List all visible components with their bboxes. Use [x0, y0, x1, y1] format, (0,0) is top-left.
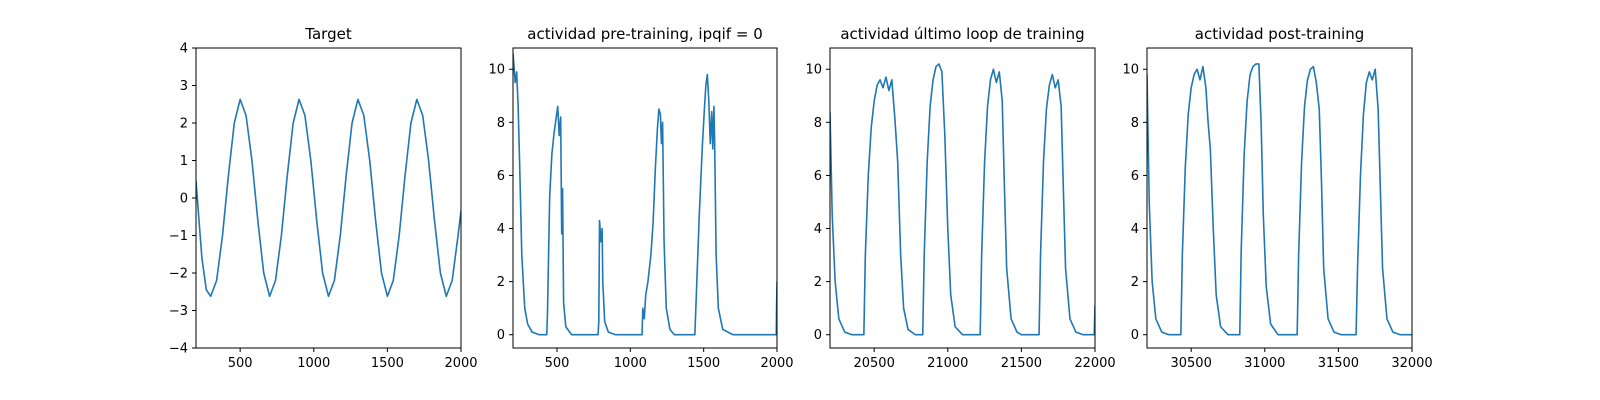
y-tick-label: 4: [814, 222, 822, 237]
y-tick-label: 6: [814, 169, 822, 184]
y-tick-label: 0: [180, 192, 188, 207]
plot-frame: [1146, 47, 1413, 349]
y-tick-label: 10: [805, 63, 822, 78]
x-tick-label: 2000: [444, 356, 477, 371]
chart-panel-2: 500 1000 1500 2000 0 2 4 6 8 10 actividad pre-trai…: [488, 25, 793, 371]
y-tick-label: 8: [497, 116, 505, 131]
y-tick-label: −3: [169, 304, 188, 319]
y-tick-label: −4: [169, 342, 188, 357]
chart-panel-3: 20500 21000 21500 22000 0 2 4 6 8 10 actividad últ…: [805, 25, 1115, 371]
y-tick-label: 4: [180, 42, 188, 57]
y-tick-label: 10: [1122, 63, 1139, 78]
x-tick-label: 32000: [1391, 356, 1432, 371]
chart-title: actividad pre-training, ipqif = 0: [527, 25, 763, 43]
x-tick-label: 2000: [760, 356, 793, 371]
x-tick-label: 31000: [1244, 356, 1285, 371]
x-tick-label: 21000: [927, 356, 968, 371]
y-tick-label: 0: [497, 328, 505, 343]
x-tick-label: 31500: [1318, 356, 1359, 371]
y-tick-label: 6: [1131, 169, 1139, 184]
x-tick-label: 21500: [1001, 356, 1042, 371]
series-line: [513, 53, 777, 336]
x-tick-label: 1500: [371, 356, 404, 371]
y-tick-label: 8: [814, 116, 822, 131]
y-tick-label: 2: [814, 275, 822, 290]
chart-title: Target: [304, 25, 352, 43]
x-tick-label: 1000: [614, 356, 647, 371]
series-line: [830, 63, 1095, 336]
plot-frame: [829, 47, 1096, 349]
chart-title: actividad post-training: [1195, 25, 1364, 43]
chart-panel-1: 500 1000 1500 2000 −4 −3 −2 −1 0 1 2 3 4 Target: [169, 25, 478, 371]
x-tick-label: 1500: [687, 356, 720, 371]
y-tick-label: 2: [180, 117, 188, 132]
plot-frame: [512, 47, 778, 349]
x-tick-label: 22000: [1074, 356, 1115, 371]
series-line: [1147, 63, 1412, 336]
x-tick-label: 20500: [853, 356, 894, 371]
y-tick-label: 8: [1131, 116, 1139, 131]
y-tick-label: 4: [497, 222, 505, 237]
y-tick-label: 6: [497, 169, 505, 184]
y-tick-label: 1: [180, 154, 188, 169]
chart-title: actividad último loop de training: [840, 25, 1084, 43]
y-tick-label: 2: [1131, 275, 1139, 290]
y-tick-label: 4: [1131, 222, 1139, 237]
x-tick-label: 30500: [1170, 356, 1211, 371]
series-line: [196, 98, 461, 298]
y-tick-label: 10: [488, 63, 505, 78]
y-tick-label: 0: [814, 328, 822, 343]
y-tick-label: 0: [1131, 328, 1139, 343]
x-tick-label: 500: [228, 356, 253, 371]
x-tick-label: 500: [545, 356, 570, 371]
y-tick-label: −2: [169, 267, 188, 282]
x-tick-label: 1000: [297, 356, 330, 371]
chart-panel-4: 30500 31000 31500 32000 0 2 4 6 8 10 actividad pos…: [1122, 25, 1432, 371]
y-tick-label: 2: [497, 275, 505, 290]
y-tick-label: 3: [180, 79, 188, 94]
y-tick-label: −1: [169, 229, 188, 244]
